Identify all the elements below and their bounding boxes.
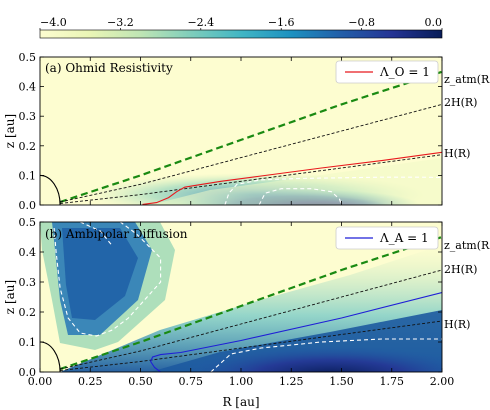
colorbar-tick-labels: −4.0 −3.2 −2.4 −1.6 −0.8 0.0 bbox=[39, 16, 443, 30]
panel-b-series-line bbox=[149, 291, 442, 372]
panel-b-xlabel: R [au] bbox=[222, 395, 259, 409]
panel-a-ytick-label: 0.2 bbox=[19, 140, 37, 153]
panel-b-ytick-label: 0.1 bbox=[19, 336, 37, 349]
panel-a-series-line bbox=[142, 151, 442, 205]
panel-b-legend-label: Λ_A = 1 bbox=[379, 231, 429, 245]
panel-b-xtick-label: 1.50 bbox=[329, 375, 354, 388]
curve-labels: z_atm(R) 2H(R) H(R) z_atm(R) 2H(R) H(R) bbox=[444, 73, 490, 331]
curve-label-zatm: z_atm(R) bbox=[444, 73, 490, 86]
panel-a-ytick-label: 0.3 bbox=[19, 110, 37, 123]
panel-b-legend: Λ_A = 1 bbox=[335, 226, 439, 250]
panel-a-contour bbox=[258, 188, 343, 205]
panel-a-legend-box bbox=[335, 60, 439, 84]
panel-a-lines bbox=[40, 70, 442, 205]
panel-b-ytick-label: 0.2 bbox=[19, 306, 37, 319]
panel-ambipolar: 0.00 0.25 0.50 0.75 1.00 1.25 1.50 1.75 2.00 0.0 0… bbox=[19, 216, 455, 388]
panel-b-ylabel: z [au] bbox=[3, 280, 17, 314]
panel-b-title: (b) Ambipolar Diffusion bbox=[45, 227, 188, 241]
panel-a-title: (a) Ohmid Resistivity bbox=[45, 61, 173, 75]
panel-b-inner-boundary bbox=[40, 341, 61, 372]
panel-a-legend: Λ_O = 1 bbox=[335, 60, 439, 84]
colorbar-tick-label: 0.0 bbox=[425, 16, 443, 29]
curve-label-zatm: z_atm(R) bbox=[444, 239, 490, 252]
panel-a-contour bbox=[224, 176, 442, 205]
curve-label-h: H(R) bbox=[444, 318, 470, 331]
panel-a-legend-label: Λ_O = 1 bbox=[379, 65, 430, 79]
panel-a-ylabel: z [au] bbox=[3, 114, 17, 148]
panel-a-disk-surface bbox=[150, 158, 442, 205]
panel-a-series-line bbox=[59, 70, 442, 204]
panel-b-axes: 0.00 0.25 0.50 0.75 1.00 1.25 1.50 1.75 2.00 0.0 0… bbox=[19, 216, 455, 388]
colorbar-tick-label: −1.6 bbox=[268, 16, 295, 29]
colorbar-tick-label: −4.0 bbox=[40, 16, 67, 29]
colorbar: −4.0 −3.2 −2.4 −1.6 −0.8 0.0 bbox=[39, 16, 443, 39]
panel-a-ytick-label: 0.1 bbox=[19, 169, 37, 182]
panel-b-ytick-label: 0.0 bbox=[19, 366, 37, 379]
colorbar-tick-label: −0.8 bbox=[348, 16, 375, 29]
panel-ohmic: 0.0 0.1 0.2 0.3 0.4 0.5 (a) Ohmid Resistivity… bbox=[19, 51, 443, 212]
panel-b-ytick-label: 0.3 bbox=[19, 276, 37, 289]
panel-b-xtick-label: 2.00 bbox=[430, 375, 455, 388]
panel-b-xtick-label: 0.25 bbox=[78, 375, 103, 388]
panel-b-xtick-label: 1.25 bbox=[279, 375, 304, 388]
panel-b-xtick-label: 1.00 bbox=[229, 375, 254, 388]
panel-b-xtick-label: 0.50 bbox=[128, 375, 153, 388]
panel-b-contour bbox=[79, 222, 113, 247]
panel-b-series-line bbox=[60, 320, 442, 371]
colorbar-tick-label: −3.2 bbox=[107, 16, 134, 29]
panel-b-series-line bbox=[60, 269, 442, 370]
curve-label-2h: 2H(R) bbox=[444, 96, 477, 109]
panel-a-ytick-label: 0.0 bbox=[19, 199, 37, 212]
panel-b-contour bbox=[210, 338, 442, 372]
panel-a-series-line bbox=[60, 103, 442, 203]
panel-b-midplane-core bbox=[180, 345, 442, 372]
panel-a-inner-boundary bbox=[40, 174, 61, 205]
panel-b-xtick-label: 0.00 bbox=[28, 375, 53, 388]
panel-a-ytick-label: 0.4 bbox=[19, 81, 37, 94]
panel-b-lines bbox=[40, 222, 442, 372]
panel-b-xtick-label: 0.75 bbox=[179, 375, 204, 388]
panel-b-series-line bbox=[59, 235, 442, 371]
panel-b-ytick-label: 0.5 bbox=[19, 216, 37, 229]
colorbar-bar bbox=[39, 29, 443, 39]
panel-a-series-line bbox=[60, 154, 442, 204]
panel-a-axes: 0.0 0.1 0.2 0.3 0.4 0.5 bbox=[19, 51, 443, 212]
curve-label-h: H(R) bbox=[444, 147, 470, 160]
panel-b-legend-box bbox=[335, 226, 439, 250]
panel-b-upper-blue-region bbox=[62, 228, 138, 320]
panel-a-ytick-label: 0.5 bbox=[19, 51, 37, 64]
colorbar-tick-label: −2.4 bbox=[187, 16, 214, 29]
panel-b-xtick-label: 1.75 bbox=[380, 375, 405, 388]
curve-label-2h: 2H(R) bbox=[444, 263, 477, 276]
panel-b-ytick-label: 0.4 bbox=[19, 246, 37, 259]
